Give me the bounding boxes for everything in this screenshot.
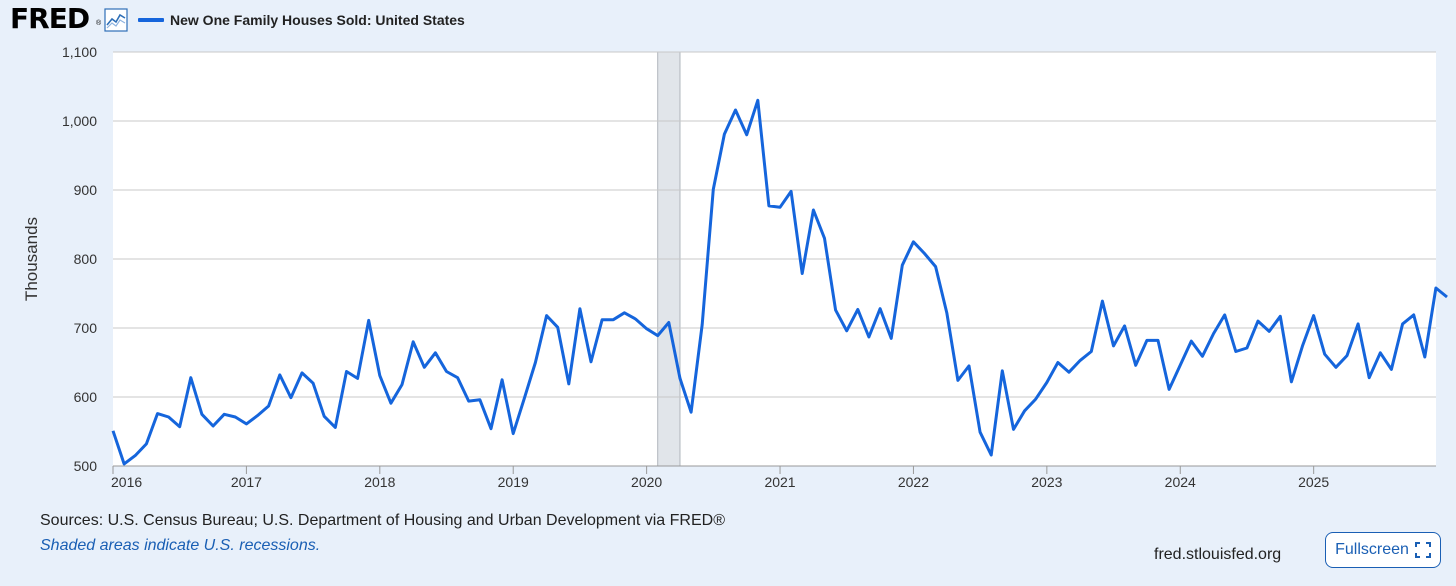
y-tick-label: 1,000: [62, 113, 97, 129]
y-tick-label: 900: [74, 182, 98, 198]
y-tick-label: 1,100: [62, 44, 97, 60]
sources-text: Sources: U.S. Census Bureau; U.S. Depart…: [40, 512, 725, 529]
x-tick-label: 2024: [1165, 474, 1196, 490]
line-graph-icon[interactable]: [104, 8, 128, 32]
x-tick-label: 2018: [364, 474, 395, 490]
expand-icon: [1414, 542, 1431, 558]
site-url[interactable]: fred.stlouisfed.org: [1154, 546, 1282, 563]
chart-legend[interactable]: New One Family Houses Sold: United State…: [138, 10, 465, 30]
x-tick-label: 2021: [764, 474, 795, 490]
series-line[interactable]: [111, 98, 1448, 466]
fred-logo[interactable]: FRED: [10, 2, 90, 35]
registered-mark: ®: [96, 20, 102, 27]
y-axis-label: Thousands: [22, 217, 41, 301]
x-tick-label: 2025: [1298, 474, 1329, 490]
y-tick-label: 800: [74, 251, 98, 267]
y-tick-label: 700: [74, 320, 98, 336]
y-tick-label: 500: [74, 458, 98, 474]
x-tick-label: 2020: [631, 474, 662, 490]
x-tick-label: 2016: [111, 474, 142, 490]
x-tick-label: 2023: [1031, 474, 1062, 490]
x-tick-label: 2022: [898, 474, 929, 490]
y-tick-label: 600: [74, 389, 98, 405]
fullscreen-label: Fullscreen: [1335, 541, 1409, 558]
legend-label: New One Family Houses Sold: United State…: [170, 12, 465, 28]
line-chart[interactable]: 500 600 700 800 900 1,000 1,100 Thousands 2016 20…: [0, 36, 1456, 506]
header-bar: FRED ® New One Family Houses Sold: Unite…: [0, 0, 1456, 40]
legend-swatch: [138, 18, 164, 22]
fullscreen-button[interactable]: Fullscreen: [1325, 532, 1441, 568]
x-tick-label: 2019: [498, 474, 529, 490]
x-tick-label: 2017: [231, 474, 262, 490]
recession-note: Shaded areas indicate U.S. recessions.: [40, 537, 321, 554]
